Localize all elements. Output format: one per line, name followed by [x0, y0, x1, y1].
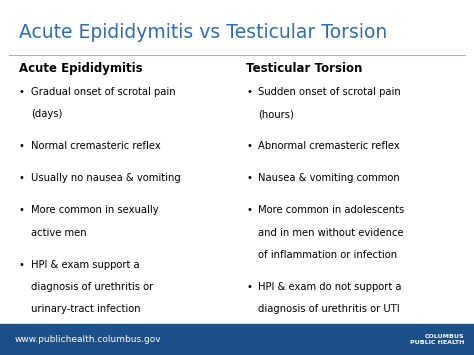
Text: diagnosis of urethritis or UTI: diagnosis of urethritis or UTI: [258, 304, 400, 314]
Text: www.publichealth.columbus.gov: www.publichealth.columbus.gov: [14, 335, 161, 344]
Text: More common in sexually: More common in sexually: [31, 205, 158, 215]
Text: •: •: [246, 205, 252, 215]
Text: Usually no nausea & vomiting: Usually no nausea & vomiting: [31, 173, 181, 183]
Text: •: •: [19, 260, 25, 269]
Text: HPI & exam do not support a: HPI & exam do not support a: [258, 282, 402, 292]
Text: Empiric treatment & follow-up: Empiric treatment & follow-up: [31, 336, 181, 346]
Text: Testicular Torsion: Testicular Torsion: [246, 62, 363, 75]
Text: Surgical emergency: Surgical emergency: [258, 336, 358, 346]
Text: Nausea & vomiting common: Nausea & vomiting common: [258, 173, 400, 183]
Text: Gradual onset of scrotal pain: Gradual onset of scrotal pain: [31, 87, 175, 97]
Text: •: •: [246, 282, 252, 292]
Text: Acute Epididymitis: Acute Epididymitis: [19, 62, 143, 75]
Bar: [0, 324, 474, 355]
Text: •: •: [246, 173, 252, 183]
Text: Abnormal cremasteric reflex: Abnormal cremasteric reflex: [258, 141, 400, 151]
Text: (hours): (hours): [258, 109, 294, 119]
Text: •: •: [246, 336, 252, 346]
Text: Sudden onset of scrotal pain: Sudden onset of scrotal pain: [258, 87, 401, 97]
Text: Acute Epididymitis vs Testicular Torsion: Acute Epididymitis vs Testicular Torsion: [19, 23, 387, 42]
Text: •: •: [246, 141, 252, 151]
Text: •: •: [246, 87, 252, 97]
Text: Normal cremasteric reflex: Normal cremasteric reflex: [31, 141, 161, 151]
Text: (days): (days): [31, 109, 62, 119]
Text: COLUMBUS
PUBLIC HEALTH: COLUMBUS PUBLIC HEALTH: [410, 334, 465, 345]
Text: •: •: [19, 336, 25, 346]
Text: of inflammation or infection: of inflammation or infection: [258, 250, 398, 260]
Text: diagnosis of urethritis or: diagnosis of urethritis or: [31, 282, 153, 292]
Text: and in men without evidence: and in men without evidence: [258, 228, 404, 237]
Text: More common in adolescents: More common in adolescents: [258, 205, 405, 215]
Text: •: •: [19, 173, 25, 183]
Text: urinary-tract infection: urinary-tract infection: [31, 304, 140, 314]
Text: •: •: [19, 205, 25, 215]
Text: HPI & exam support a: HPI & exam support a: [31, 260, 139, 269]
Text: •: •: [19, 141, 25, 151]
Text: •: •: [19, 87, 25, 97]
Text: active men: active men: [31, 228, 86, 237]
